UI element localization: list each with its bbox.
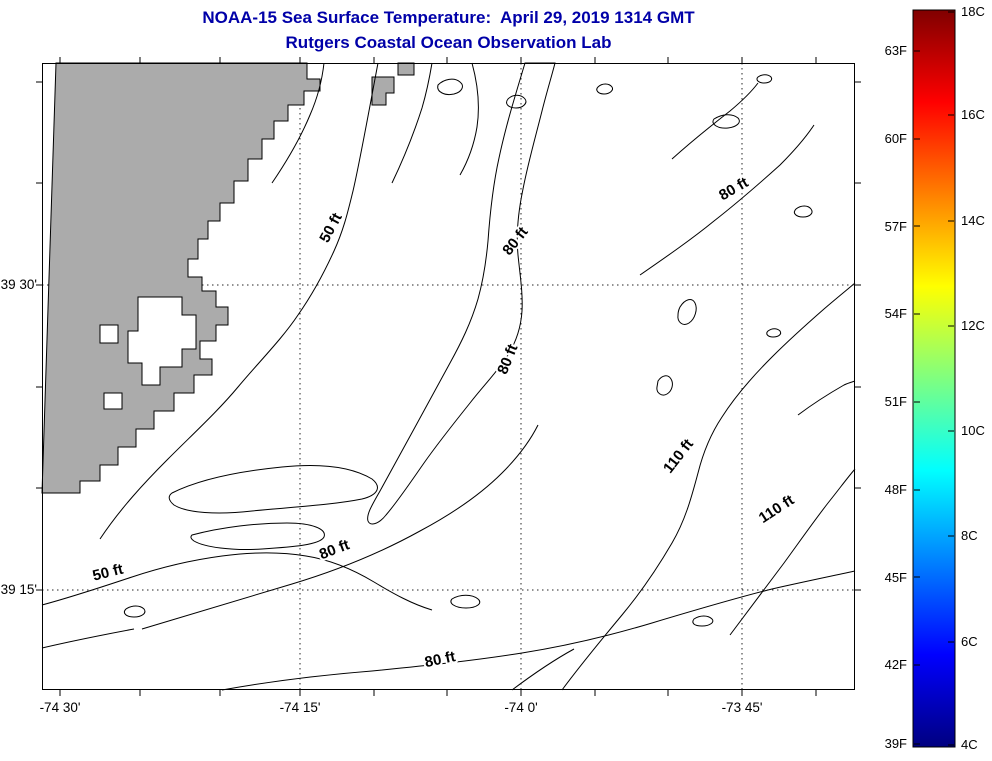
contour-label-80ft-middle: 80 ft (494, 342, 521, 377)
contour-blob-6 (677, 299, 697, 325)
contour-80ft-bottom (221, 570, 856, 691)
contour-blob-2 (506, 94, 527, 109)
contour-segment-6 (41, 628, 135, 649)
x-ticks-top (59, 57, 817, 63)
figure-title-line1: NOAA-15 Sea Surface Temperature: April 2… (202, 8, 695, 27)
colorbar-ticks-celsius (948, 11, 954, 746)
contour-blob-5 (756, 74, 773, 84)
contour-blob-12 (692, 615, 714, 627)
contour-label-80ft-upper: 80 ft (499, 224, 531, 259)
contour-lobe-left-1 (168, 465, 378, 514)
bay-cutout-2 (99, 324, 119, 344)
x-ticks-bottom (59, 690, 817, 696)
contour-blob-9 (766, 328, 782, 338)
contour-80ft-central-lobe (367, 62, 556, 525)
contour-segment-7 (511, 648, 575, 691)
lon-tick-label-74-30: -74 30' (39, 700, 81, 715)
lat-tick-label-39-30: 39 30' (0, 277, 37, 292)
colorbar-f-label-42: 42F (885, 657, 907, 672)
contour-segment-1 (391, 62, 433, 184)
contour-110ft-right (729, 468, 856, 636)
y-ticks-right (855, 81, 861, 591)
contour-blob-11 (450, 594, 481, 609)
colorbar-c-label-14: 14C (961, 213, 985, 228)
lat-tick-label-39-15: 39 15' (0, 582, 37, 597)
bay-cutout-3 (103, 392, 123, 410)
contour-blob-1 (437, 78, 463, 95)
colorbar-f-label-60: 60F (885, 131, 907, 146)
colorbar-c-label-8: 8C (961, 528, 978, 543)
contour-label-50ft-upper: 50 ft (316, 210, 345, 245)
contour-blob-3 (596, 83, 613, 95)
colorbar-f-label-54: 54F (885, 306, 907, 321)
colorbar-c-label-16: 16C (961, 107, 985, 122)
contour-segment-5 (797, 380, 856, 416)
contour-blob-4 (712, 114, 740, 129)
colorbar-c-label-10: 10C (961, 423, 985, 438)
colorbar-c-label-6: 6C (961, 634, 978, 649)
colorbar-f-label-45: 45F (885, 570, 907, 585)
contour-blob-7 (656, 375, 673, 396)
colorbar-c-label-12: 12C (961, 318, 985, 333)
figure-title-line2: Rutgers Coastal Ocean Observation Lab (285, 33, 612, 52)
colorbar-c-label-4: 4C (961, 737, 978, 752)
contour-50ft-lower-left (41, 552, 433, 611)
map-plot-area: 50 ft 80 ft 80 ft 80 ft 110 ft 110 ft 80… (36, 57, 861, 696)
colorbar-f-label-57: 57F (885, 219, 907, 234)
plot-frame (42, 63, 855, 690)
contour-blob-10 (123, 605, 146, 618)
lon-tick-label-73-45: -73 45' (721, 700, 763, 715)
contour-50ft-nearshore (99, 62, 379, 540)
lon-tick-label-74-0: -74 0' (504, 700, 538, 715)
contour-110ft-main (561, 282, 856, 691)
land-mask (41, 62, 321, 494)
colorbar-f-label-48: 48F (885, 482, 907, 497)
colorbar-f-label-63: 63F (885, 43, 907, 58)
y-ticks-left (36, 81, 42, 591)
contour-label-110ft-mid: 110 ft (660, 436, 697, 477)
land-patch-small-1 (371, 76, 395, 106)
contour-segment-2 (459, 62, 479, 176)
contour-segment-3 (671, 82, 759, 160)
contour-label-80ft-bottom: 80 ft (423, 648, 457, 671)
colorbar-gradient (912, 9, 956, 748)
contour-blob-8 (793, 205, 813, 218)
colorbar-f-label-51: 51F (885, 394, 907, 409)
contour-80ft-lower-mid (141, 424, 539, 630)
bathymetry-contour-map: 50 ft 80 ft 80 ft 80 ft 110 ft 110 ft 80… (36, 57, 861, 696)
contour-label-80ft-lower-mid: 80 ft (317, 536, 352, 563)
contour-label-80ft-upper-right: 80 ft (716, 174, 751, 204)
contour-80ft-upper-right (639, 124, 815, 276)
colorbar-f-label-39: 39F (885, 736, 907, 751)
lon-tick-label-74-15: -74 15' (279, 700, 321, 715)
bay-cutout-1 (127, 296, 197, 386)
contour-segment-4 (271, 62, 325, 184)
contour-label-110ft-right: 110 ft (756, 492, 797, 527)
temperature-colorbar: 63F 60F 57F 54F 51F 48F 45F 42F 39F 18C … (885, 4, 985, 752)
colorbar-ticks-fahrenheit (914, 50, 920, 745)
contour-lobe-left-2 (190, 522, 325, 550)
land-patch-small-2 (397, 62, 415, 76)
colorbar-c-label-18: 18C (961, 4, 985, 19)
